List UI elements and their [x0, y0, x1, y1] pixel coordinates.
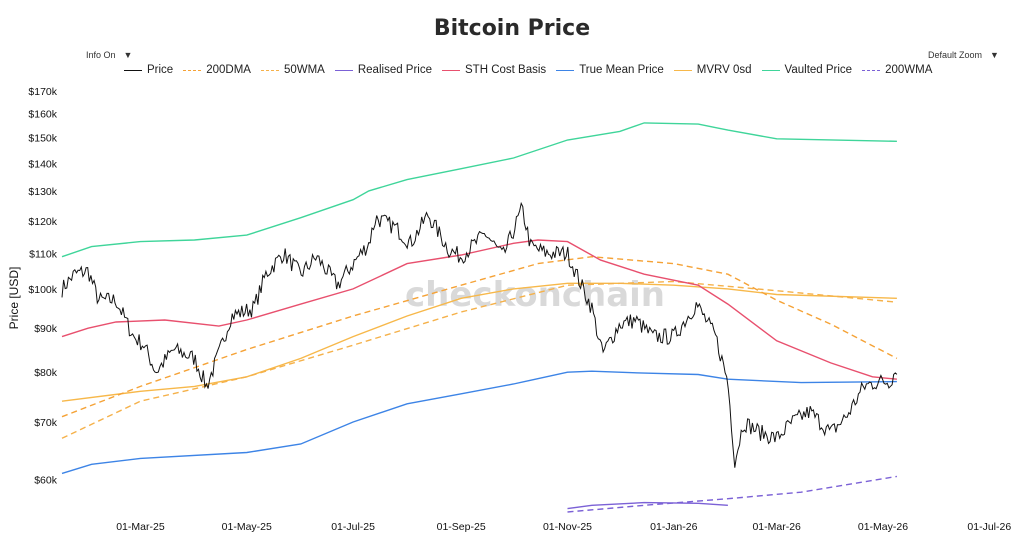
- x-axis: 01-Mar-25 01-May-25 01-Jul-25 01-Sep-25 01-N…: [116, 521, 1011, 533]
- legend-item-sth-cost-basis[interactable]: STH Cost Basis: [442, 64, 546, 76]
- y-tick-label: $60k: [34, 475, 58, 487]
- series-line-200wma: [567, 475, 898, 513]
- legend-label: True Mean Price: [579, 64, 664, 76]
- x-tick-label: 01-Mar-26: [752, 521, 801, 533]
- info-toggle-label: Info On: [86, 50, 116, 60]
- legend-swatch: [442, 69, 461, 71]
- x-tick-label: 01-Jan-26: [650, 521, 697, 533]
- legend-swatch: [260, 69, 279, 71]
- x-tick-label: 01-May-26: [858, 521, 908, 533]
- legend-label: STH Cost Basis: [465, 64, 547, 76]
- legend-swatch: [673, 69, 692, 71]
- legend-item-vaulted-price[interactable]: Vaulted Price: [761, 64, 853, 76]
- watermark: checkonchain: [405, 275, 665, 315]
- legend-item-true-mean-price[interactable]: True Mean Price: [556, 64, 664, 76]
- y-tick-label: $100k: [28, 284, 57, 296]
- legend-label: 200WMA: [885, 64, 933, 76]
- legend-swatch: [124, 69, 142, 71]
- legend-label: 200DMA: [206, 64, 251, 76]
- legend-label: Realised Price: [357, 64, 433, 76]
- y-tick-label: $130k: [28, 186, 57, 198]
- y-tick-label: $160k: [28, 108, 57, 120]
- series-line-50wma: [61, 280, 897, 439]
- y-tick-label: $80k: [34, 367, 58, 379]
- y-tick-label: $140k: [28, 158, 57, 170]
- y-tick-label: $150k: [28, 133, 57, 145]
- chart-title: Bitcoin Price: [433, 16, 591, 41]
- legend-item-price[interactable]: Price: [124, 64, 173, 76]
- legend-item-200dma[interactable]: 200DMA: [183, 64, 251, 76]
- legend-swatch: [334, 69, 353, 71]
- y-tick-label: $70k: [34, 417, 58, 429]
- legend-label: MVRV 0sd: [696, 64, 752, 76]
- info-toggle-menu[interactable]: Info On ▼: [86, 50, 132, 60]
- x-tick-label: 01-May-25: [222, 521, 272, 533]
- series-line-mvrv-0sd: [61, 282, 897, 402]
- y-axis-title: Price [USD]: [7, 267, 21, 330]
- y-tick-label: $110k: [29, 248, 58, 260]
- legend-item-realised-price[interactable]: Realised Price: [334, 64, 433, 76]
- legend-swatch: [183, 69, 202, 71]
- legend-item-mvrv-0sd[interactable]: MVRV 0sd: [673, 64, 752, 76]
- y-axis: $60k $70k $80k $90k $100k $110k $120k $130k $140…: [28, 86, 57, 487]
- series-line-price: [61, 201, 898, 468]
- legend-swatch: [862, 69, 881, 71]
- series-layer: [61, 122, 898, 513]
- y-tick-label: $120k: [28, 216, 57, 228]
- legend-swatch: [761, 69, 780, 71]
- zoom-menu-label: Default Zoom: [928, 50, 983, 60]
- legend-swatch: [556, 69, 575, 71]
- chevron-down-icon: ▼: [123, 50, 133, 60]
- series-line-true-mean-price: [61, 370, 897, 475]
- series-line-vaulted-price: [61, 122, 897, 258]
- x-tick-label: 01-Jul-25: [331, 521, 375, 533]
- x-tick-label: 01-Sep-25: [437, 521, 486, 533]
- series-line-sth-cost-basis: [61, 239, 897, 380]
- chart-legend: Price 200DMA 50WMA Realised Price STH Cost B…: [124, 64, 932, 76]
- legend-label: 50WMA: [283, 64, 325, 76]
- x-tick-label: 01-Jul-26: [967, 521, 1011, 533]
- y-tick-label: $170k: [28, 86, 57, 98]
- legend-item-50wma[interactable]: 50WMA: [260, 64, 325, 76]
- x-tick-label: 01-Mar-25: [116, 521, 165, 533]
- chevron-down-icon: ▼: [990, 50, 999, 60]
- zoom-menu[interactable]: Default Zoom ▼: [928, 50, 999, 60]
- legend-item-200wma[interactable]: 200WMA: [862, 64, 932, 76]
- legend-label: Vaulted Price: [784, 64, 853, 76]
- series-line-realised-price: [567, 501, 728, 510]
- y-tick-label: $90k: [34, 323, 58, 335]
- legend-label: Price: [147, 64, 174, 76]
- x-tick-label: 01-Nov-25: [543, 521, 592, 533]
